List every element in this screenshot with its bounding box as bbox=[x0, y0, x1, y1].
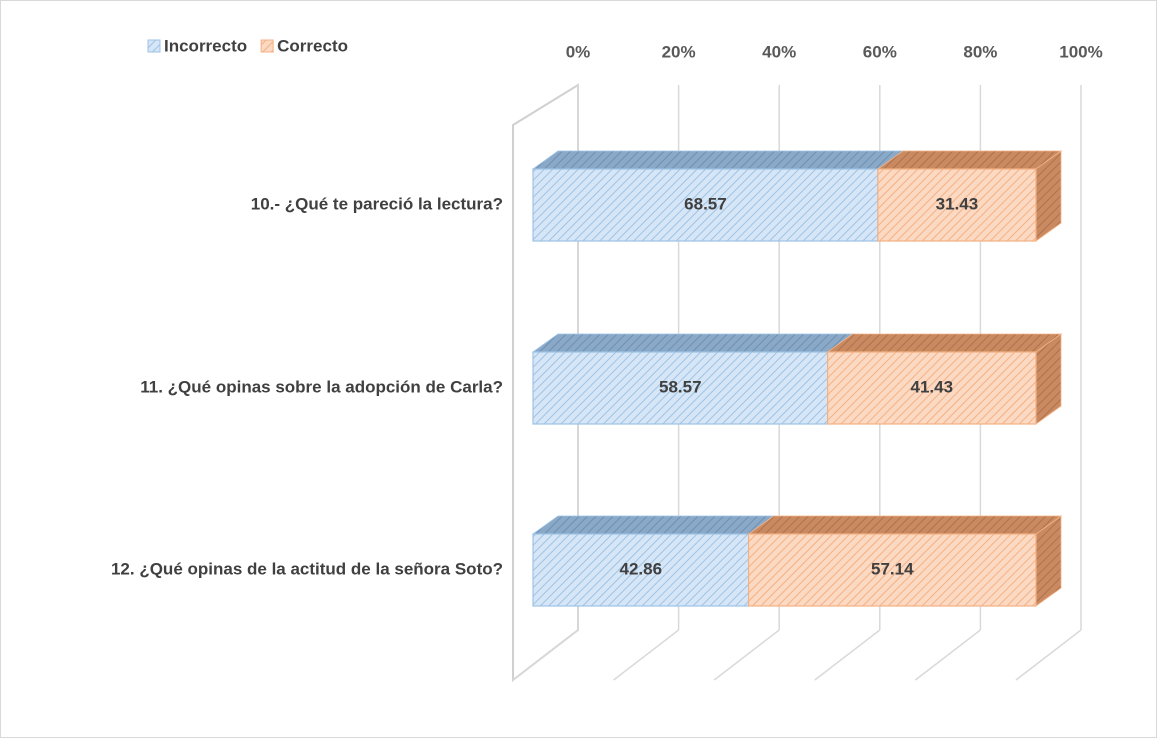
y-tick-label: 12. ¿Qué opinas de la actitud de la seño… bbox=[111, 559, 503, 578]
floor-line bbox=[512, 629, 579, 681]
floor-line bbox=[814, 629, 881, 681]
legend-label: Correcto bbox=[277, 36, 348, 55]
bar bbox=[532, 168, 879, 242]
floor-line bbox=[713, 629, 780, 681]
bar bbox=[532, 533, 750, 607]
bar-top bbox=[531, 333, 854, 353]
legend-swatch bbox=[147, 39, 161, 53]
x-tick-label: 20% bbox=[662, 42, 696, 61]
floor-line bbox=[1015, 629, 1082, 681]
bar-top bbox=[531, 515, 775, 535]
data-label: 57.14 bbox=[871, 559, 914, 578]
bar-top bbox=[531, 150, 905, 170]
x-tick-label: 60% bbox=[863, 42, 897, 61]
y-tick-label: 11. ¿Qué opinas sobre la adopción de Car… bbox=[140, 377, 503, 396]
data-label: 58.57 bbox=[659, 377, 702, 396]
bar-top bbox=[826, 333, 1063, 353]
floor-line bbox=[914, 629, 981, 681]
data-label: 31.43 bbox=[936, 194, 979, 213]
data-label: 68.57 bbox=[684, 194, 727, 213]
x-tick-label: 40% bbox=[762, 42, 796, 61]
bar bbox=[877, 168, 1037, 242]
x-tick-label: 100% bbox=[1059, 42, 1102, 61]
bar-top bbox=[747, 515, 1063, 535]
bar bbox=[747, 533, 1037, 607]
bar-top bbox=[876, 150, 1063, 170]
bar bbox=[827, 351, 1037, 425]
y-tick-label: 10.- ¿Qué te pareció la lectura? bbox=[251, 194, 503, 213]
legend-swatch bbox=[260, 39, 274, 53]
floor-line bbox=[613, 629, 680, 681]
data-label: 42.86 bbox=[620, 559, 663, 578]
legend-label: Incorrecto bbox=[164, 36, 247, 55]
bar bbox=[532, 351, 829, 425]
data-label: 41.43 bbox=[911, 377, 954, 396]
x-tick-label: 0% bbox=[566, 42, 591, 61]
x-tick-label: 80% bbox=[963, 42, 997, 61]
